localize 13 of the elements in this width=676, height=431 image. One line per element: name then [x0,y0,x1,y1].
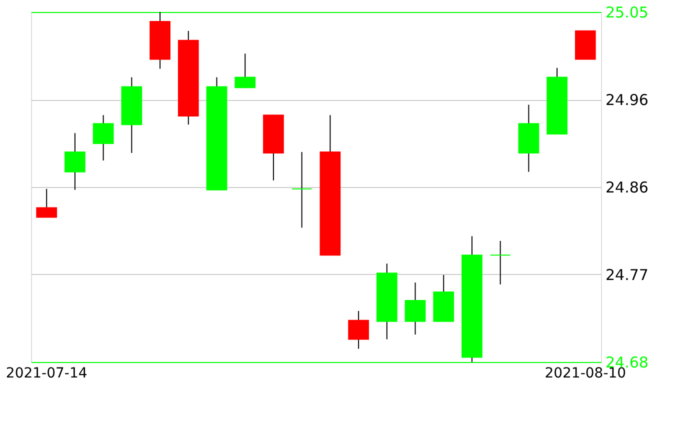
candlestick [92,114,114,162]
y-tick-label: 24.77 [606,266,648,284]
y-tick-label: 24.96 [606,91,648,109]
candlestick [36,188,58,218]
x-tick-label: 2021-07-14 [6,366,88,382]
candlestick [348,310,369,350]
candlestick [234,53,256,88]
y-tick-label: 25.05 [606,4,648,22]
candlestick [404,282,426,336]
candlestick [490,240,511,285]
candlestick [64,132,86,190]
y-tick-label: 24.86 [606,178,648,196]
candlestick [291,152,312,228]
